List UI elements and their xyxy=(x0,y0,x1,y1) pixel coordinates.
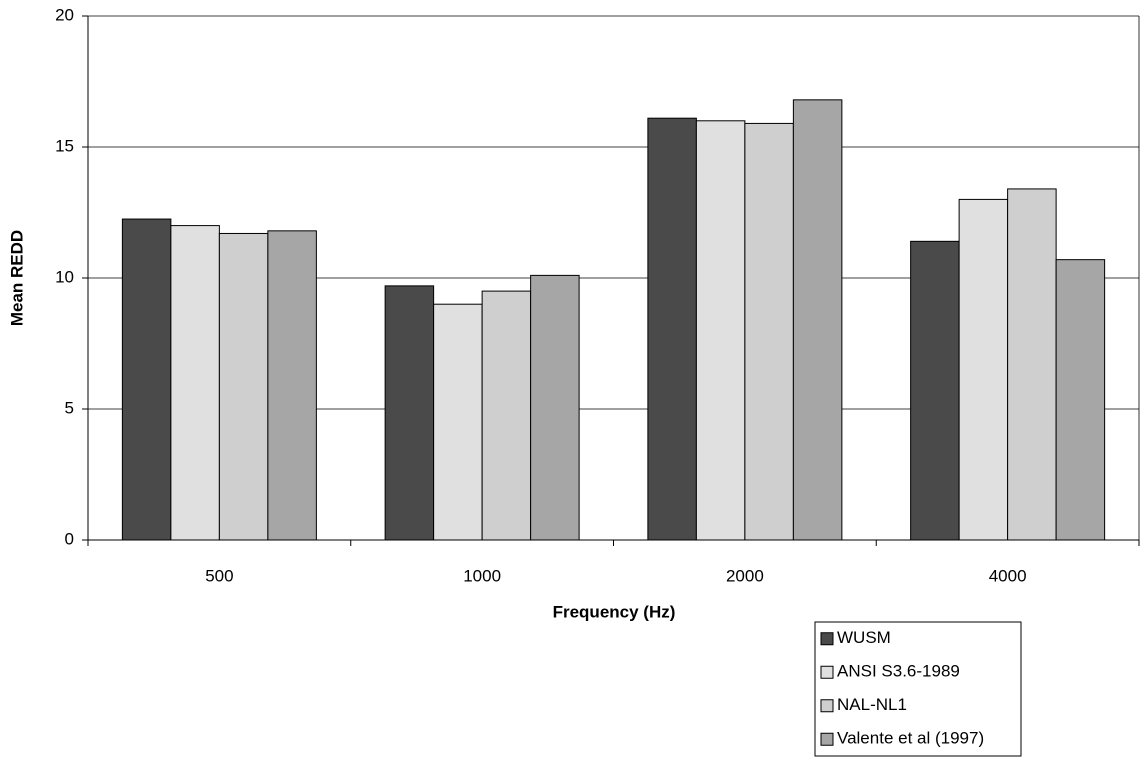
x-axis-title: Frequency (Hz) xyxy=(553,602,676,621)
legend-swatch xyxy=(820,665,834,679)
bar xyxy=(1055,259,1106,541)
bar xyxy=(170,225,220,541)
legend-box xyxy=(814,621,1022,757)
bar xyxy=(792,99,843,541)
y-tick-label: 0 xyxy=(65,529,74,548)
legend-swatch xyxy=(820,632,834,646)
bar xyxy=(481,290,532,541)
bar xyxy=(121,218,172,541)
legend-swatch xyxy=(820,732,834,746)
legend-label: WUSM xyxy=(837,628,891,647)
legend-label: Valente et al (1997) xyxy=(837,729,984,748)
bar xyxy=(218,232,269,541)
x-tick-label: 2000 xyxy=(726,566,764,585)
y-tick-label: 20 xyxy=(55,5,74,24)
bar xyxy=(1007,188,1057,541)
bar xyxy=(267,230,317,541)
bar xyxy=(647,117,697,541)
legend-label: NAL-NL1 xyxy=(837,695,907,714)
bar xyxy=(433,303,483,541)
legend-swatch xyxy=(820,699,834,713)
x-tick-label: 1000 xyxy=(463,566,501,585)
bar xyxy=(910,240,960,541)
y-axis-title: Mean REDD xyxy=(7,230,26,326)
bar xyxy=(744,122,794,541)
x-tick-label: 500 xyxy=(205,566,233,585)
y-tick-label: 10 xyxy=(55,267,74,286)
y-tick-label: 15 xyxy=(55,136,74,155)
x-tick-label: 4000 xyxy=(989,566,1027,585)
y-tick-label: 5 xyxy=(65,398,74,417)
legend-label: ANSI S3.6-1989 xyxy=(837,662,960,681)
bar xyxy=(384,285,435,541)
bar xyxy=(530,274,580,541)
bar xyxy=(958,198,1009,541)
bar xyxy=(695,120,746,541)
